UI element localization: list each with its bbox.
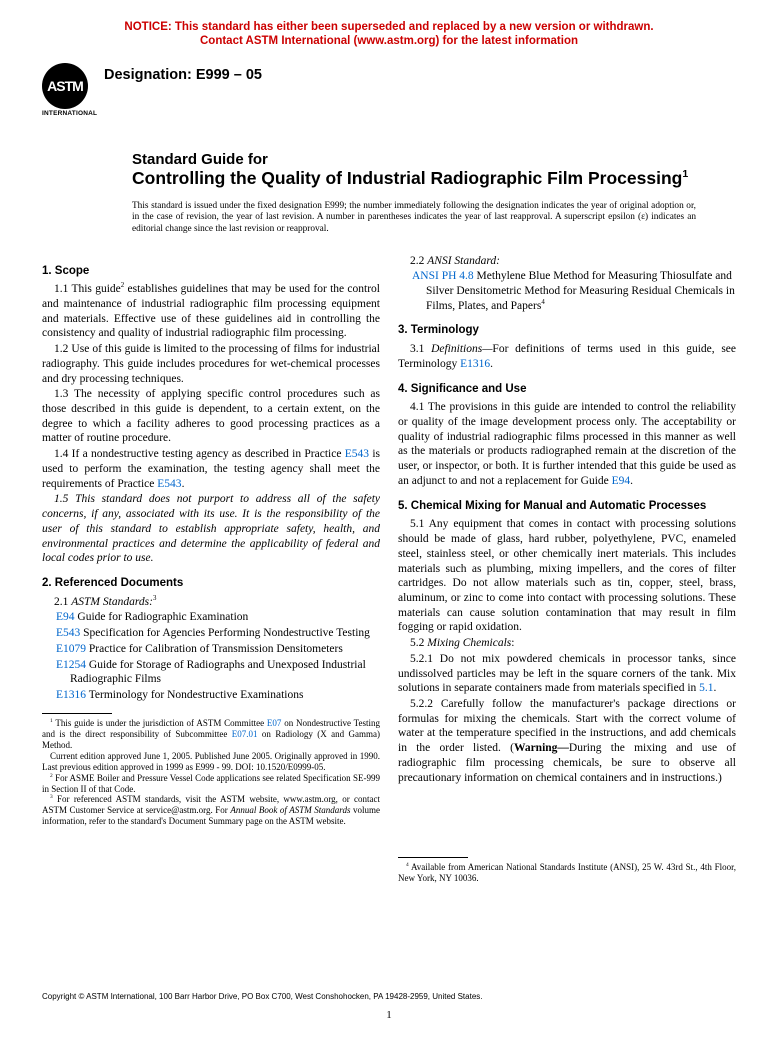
footnote-rule-right <box>398 857 468 858</box>
link-e543-2[interactable]: E543 <box>157 478 181 490</box>
scope-1-2: 1.2 Use of this guide is limited to the … <box>42 342 380 386</box>
footnote-4: 4 Available from American National Stand… <box>398 862 736 884</box>
refs-ansi-head: 2.2 ANSI Standard: <box>398 254 736 269</box>
chem-5-2-1: 5.2.1 Do not mix powdered chemicals in p… <box>398 652 736 696</box>
refs-astm-head: 2.1 ASTM Standards:3 <box>42 595 380 610</box>
link-5-1[interactable]: 5.1 <box>699 682 713 694</box>
header: ASTM INTERNATIONAL Designation: E999 – 0… <box>42 63 736 117</box>
link-e1316-2[interactable]: E1316 <box>460 358 490 370</box>
link-e1316[interactable]: E1316 <box>56 689 86 701</box>
link-ansi-ph48[interactable]: ANSI PH 4.8 <box>412 270 474 282</box>
link-e94[interactable]: E94 <box>56 611 75 623</box>
scope-1-5: 1.5 This standard does not purport to ad… <box>42 492 380 566</box>
sig-head: 4. Significance and Use <box>398 382 736 397</box>
link-e1079[interactable]: E1079 <box>56 643 86 655</box>
designation: Designation: E999 – 05 <box>104 63 262 83</box>
chem-5-2: 5.2 Mixing Chemicals: <box>398 636 736 651</box>
scope-1-3: 1.3 The necessity of applying specific c… <box>42 387 380 446</box>
copyright: Copyright © ASTM International, 100 Barr… <box>42 992 483 1001</box>
title-block: Standard Guide for Controlling the Quali… <box>132 151 736 189</box>
link-e543-ref[interactable]: E543 <box>56 627 80 639</box>
link-e07[interactable]: E07 <box>267 718 282 728</box>
astm-logo: ASTM INTERNATIONAL <box>42 63 96 117</box>
footnote-3: 3 For referenced ASTM standards, visit t… <box>42 794 380 827</box>
ansi-list: ANSI PH 4.8 Methylene Blue Method for Me… <box>412 269 736 313</box>
issuance-note: This standard is issued under the fixed … <box>132 201 696 236</box>
notice-line1: NOTICE: This standard has either been su… <box>124 21 653 33</box>
notice: NOTICE: This standard has either been su… <box>42 20 736 49</box>
sig-4-1: 4.1 The provisions in this guide are int… <box>398 400 736 488</box>
refs-head: 2. Referenced Documents <box>42 576 380 591</box>
scope-1-4: 1.4 If a nondestructive testing agency a… <box>42 447 380 491</box>
term-head: 3. Terminology <box>398 323 736 338</box>
link-e1254[interactable]: E1254 <box>56 659 86 671</box>
title-main: Controlling the Quality of Industrial Ra… <box>132 168 736 189</box>
footnote-1: 1 This guide is under the jurisdiction o… <box>42 718 380 751</box>
footnote-1b: Current edition approved June 1, 2005. P… <box>42 751 380 773</box>
chem-head: 5. Chemical Mixing for Manual and Automa… <box>398 499 736 514</box>
logo-sub: INTERNATIONAL <box>42 110 96 117</box>
page-number: 1 <box>0 1009 778 1021</box>
scope-head: 1. Scope <box>42 264 380 279</box>
body-columns: 1. Scope 1.1 This guide2 establishes gui… <box>42 254 736 885</box>
link-e94-2[interactable]: E94 <box>612 475 631 487</box>
title-kicker: Standard Guide for <box>132 151 736 168</box>
term-3-1: 3.1 Definitions—For definitions of terms… <box>398 342 736 371</box>
footnote-rule-left <box>42 713 112 714</box>
scope-1-1: 1.1 This guide2 establishes guidelines t… <box>42 282 380 341</box>
notice-line2: Contact ASTM International (www.astm.org… <box>200 35 578 47</box>
logo-mark: ASTM <box>42 63 88 109</box>
link-e543[interactable]: E543 <box>345 448 369 460</box>
chem-5-1: 5.1 Any equipment that comes in contact … <box>398 517 736 635</box>
chem-5-2-2: 5.2.2 Carefully follow the manufacturer'… <box>398 697 736 785</box>
footnote-2: 2 For ASME Boiler and Pressure Vessel Co… <box>42 773 380 795</box>
link-e0701[interactable]: E07.01 <box>232 729 258 739</box>
astm-list: E94 Guide for Radiographic Examination E… <box>56 610 380 702</box>
